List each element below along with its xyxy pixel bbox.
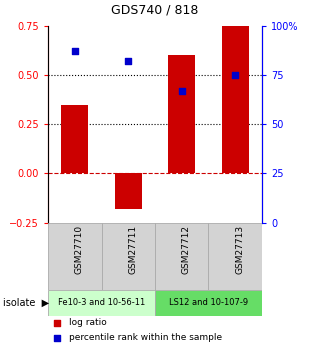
Text: GSM27711: GSM27711	[128, 225, 137, 274]
Text: GSM27713: GSM27713	[235, 225, 244, 274]
Text: GSM27710: GSM27710	[75, 225, 84, 274]
Bar	[208, 223, 262, 290]
Point	[179, 88, 184, 93]
Bar	[155, 223, 208, 290]
Bar	[115, 173, 142, 209]
Bar	[48, 290, 155, 316]
Text: isolate  ▶: isolate ▶	[3, 298, 49, 308]
Point	[230, 139, 235, 144]
Point	[230, 277, 235, 282]
Text: GSM27712: GSM27712	[182, 225, 191, 274]
Bar	[155, 290, 262, 316]
Bar	[101, 223, 155, 290]
Text: LS12 and 10-107-9: LS12 and 10-107-9	[169, 298, 248, 307]
Bar	[61, 105, 88, 173]
Bar	[222, 26, 249, 173]
Text: GDS740 / 818: GDS740 / 818	[111, 4, 199, 17]
Point	[126, 59, 131, 64]
Text: log ratio: log ratio	[69, 318, 107, 327]
Point	[233, 72, 238, 78]
Text: Fe10-3 and 10-56-11: Fe10-3 and 10-56-11	[58, 298, 145, 307]
Point	[72, 49, 77, 54]
Text: percentile rank within the sample: percentile rank within the sample	[69, 333, 223, 342]
Bar	[48, 223, 101, 290]
Bar	[168, 55, 195, 173]
